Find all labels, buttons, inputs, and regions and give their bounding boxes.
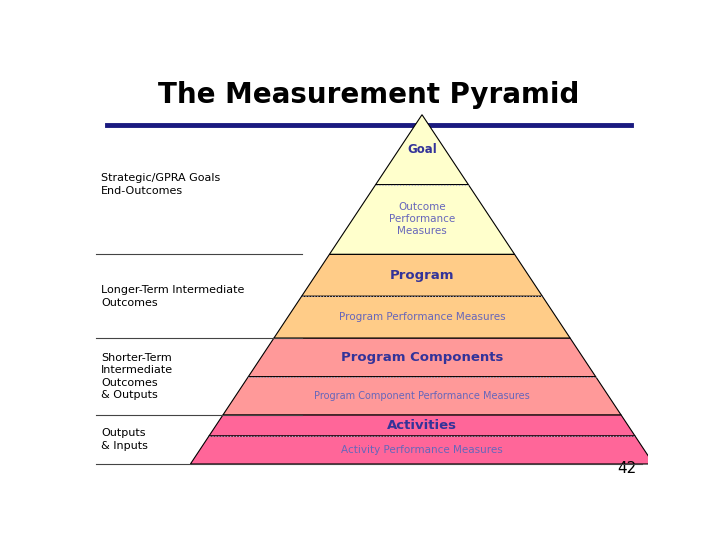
Polygon shape — [190, 436, 654, 464]
Polygon shape — [376, 114, 468, 185]
Polygon shape — [248, 338, 595, 377]
Text: Longer-Term Intermediate
Outcomes: Longer-Term Intermediate Outcomes — [101, 285, 245, 307]
Polygon shape — [274, 296, 570, 338]
Text: Goal: Goal — [407, 143, 437, 156]
Polygon shape — [209, 415, 635, 436]
Text: The Measurement Pyramid: The Measurement Pyramid — [158, 82, 580, 110]
Text: Activities: Activities — [387, 419, 457, 432]
Text: 42: 42 — [618, 462, 637, 476]
Polygon shape — [223, 377, 621, 415]
Polygon shape — [329, 185, 515, 254]
Text: Shorter-Term
Intermediate
Outcomes
& Outputs: Shorter-Term Intermediate Outcomes & Out… — [101, 353, 174, 400]
Polygon shape — [302, 254, 542, 296]
Text: Program Performance Measures: Program Performance Measures — [338, 312, 505, 322]
Text: Strategic/GPRA Goals
End-Outcomes: Strategic/GPRA Goals End-Outcomes — [101, 173, 220, 196]
Text: Outcome
Performance
Measures: Outcome Performance Measures — [389, 202, 455, 237]
Text: Program Component Performance Measures: Program Component Performance Measures — [314, 391, 530, 401]
Text: Program: Program — [390, 269, 454, 282]
Text: Activity Performance Measures: Activity Performance Measures — [341, 445, 503, 455]
Text: Outputs
& Inputs: Outputs & Inputs — [101, 428, 148, 451]
Text: Program Components: Program Components — [341, 351, 503, 364]
